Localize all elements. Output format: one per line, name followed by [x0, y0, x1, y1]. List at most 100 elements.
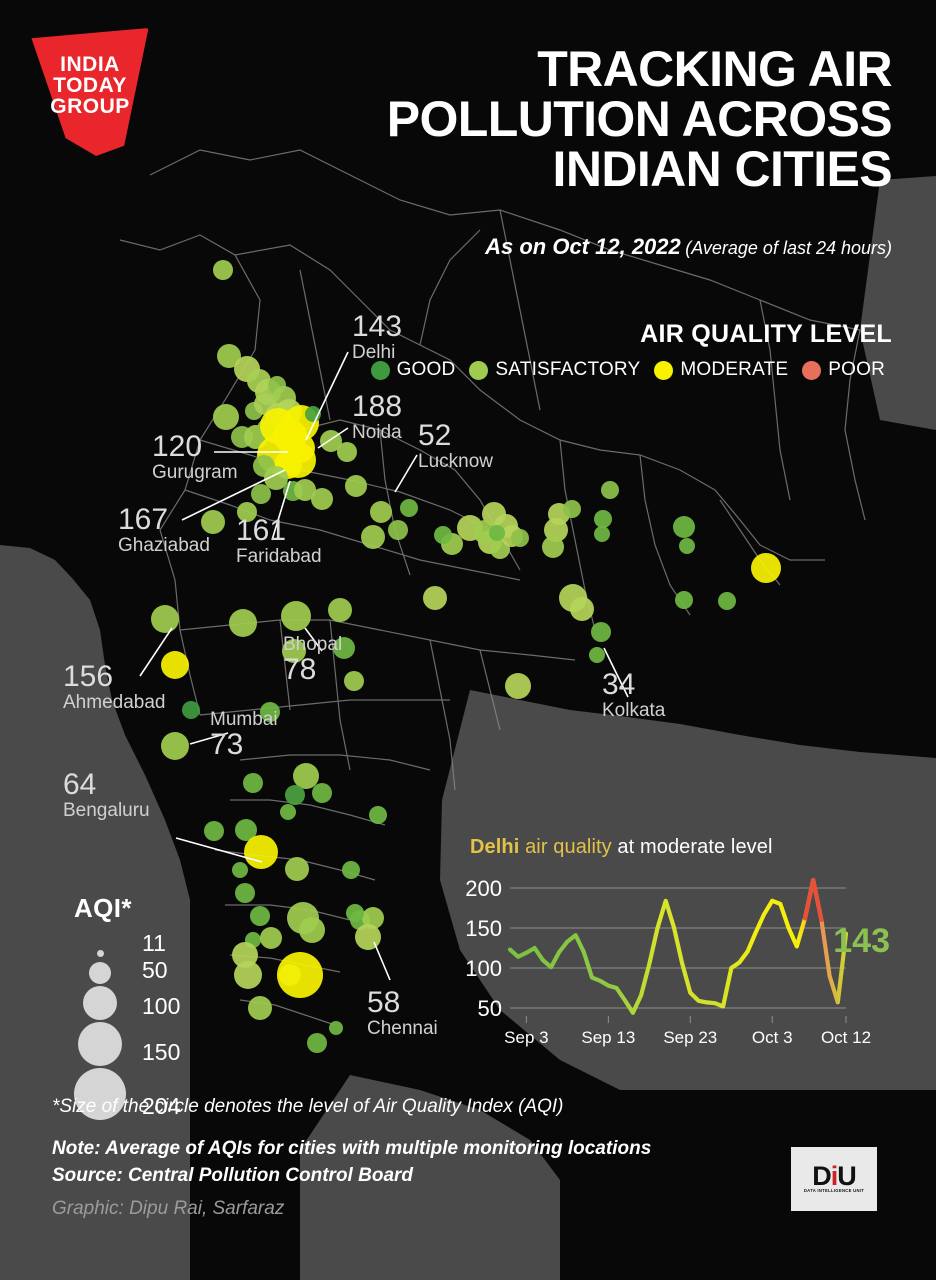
- logo-line-1: INDIA: [60, 53, 120, 76]
- aq-legend-swatch-icon: [469, 360, 489, 380]
- city-callout-gurugram: 120 Gurugram: [152, 430, 238, 484]
- city-aqi-value: 188: [352, 390, 403, 423]
- aqi-size-legend: AQI* 11 50 100 150 204: [72, 893, 180, 1122]
- aq-legend-label: SATISFACTORY: [495, 359, 641, 380]
- city-callout-lucknow: 52 Lucknow: [418, 419, 493, 473]
- map-bubble: [217, 344, 241, 368]
- map-bubble: [563, 500, 581, 518]
- map-bubble: [293, 763, 319, 789]
- callout-leader-lines: [139, 351, 629, 981]
- map-bubble: [601, 481, 619, 499]
- map-bubble: [362, 907, 384, 929]
- title-line-2: POLLUTION ACROSS: [386, 91, 893, 147]
- map-bubble: [675, 591, 693, 609]
- map-bubble: [229, 609, 257, 637]
- aqi-legend-value: 50: [142, 957, 168, 983]
- chart-title-metric: air quality: [519, 836, 612, 858]
- delhi-aqi-trend-chart: Delhi air quality at moderate level 50 10…: [458, 836, 890, 1064]
- aqi-legend-bubble-icon: [78, 1022, 122, 1066]
- map-bubble: [285, 857, 309, 881]
- aqi-legend-value: 11: [142, 930, 166, 956]
- city-aqi-value: 161: [236, 514, 287, 547]
- map-bubble: [234, 961, 262, 989]
- diu-logo-text: DiU: [812, 1161, 857, 1191]
- city-aqi-value: 52: [418, 419, 452, 452]
- map-bubble: [542, 536, 564, 558]
- city-name-label: Faridabad: [236, 546, 322, 567]
- map-bubble: [299, 917, 325, 943]
- logo-line-3: GROUP: [50, 95, 130, 118]
- map-bubble: [244, 835, 278, 869]
- aq-legend-swatch-icon: [802, 360, 822, 380]
- logo-line-2: TODAY: [53, 74, 127, 97]
- city-aqi-value: 58: [367, 986, 401, 1019]
- map-bubble: [423, 586, 447, 610]
- map-bubble: [337, 442, 357, 462]
- map-bubble: [204, 821, 224, 841]
- map-bubble: [280, 804, 296, 820]
- city-callout-bengaluru: 64 Bengaluru: [63, 768, 150, 822]
- city-callout-bhopal: Bhopal 78: [283, 634, 342, 685]
- map-bubble: [243, 773, 263, 793]
- chart-x-tick-label: Sep 3: [504, 1028, 548, 1047]
- city-aqi-value: 120: [152, 430, 203, 463]
- map-bubble: [346, 904, 364, 922]
- aq-legend-swatch-icon: [654, 360, 674, 380]
- map-bubble: [260, 702, 280, 722]
- averaging-note: (Average of last 24 hours): [685, 238, 892, 258]
- chart-title-rest: at moderate level: [611, 836, 773, 858]
- map-bubble: [329, 1021, 343, 1035]
- chart-x-tick-label: Sep 23: [663, 1028, 717, 1047]
- map-bubble: [248, 996, 272, 1020]
- map-bubble: [355, 924, 381, 950]
- map-bubble: [591, 622, 611, 642]
- diu-logo: DiU DATA INTELLIGENCE UNIT: [791, 1147, 877, 1211]
- city-callout-delhi: 143 Delhi: [352, 312, 402, 364]
- air-quality-legend: GOOD SATISFACTORY MODERATE POOR: [370, 359, 892, 381]
- map-bubble: [589, 647, 605, 663]
- map-bubble: [333, 637, 355, 659]
- map-bubble: [434, 526, 452, 544]
- city-name-label: Chennai: [367, 1018, 438, 1039]
- chart-x-tick-label: Oct 3: [752, 1028, 793, 1047]
- map-bubble: [260, 927, 282, 949]
- map-bubble: [161, 732, 189, 760]
- aqi-legend-bubble-icon: [83, 986, 117, 1020]
- footnote-source: Source: Central Pollution Control Board: [52, 1165, 414, 1186]
- map-bubble: [232, 862, 248, 878]
- aqi-legend-bubble-wrap: [72, 986, 128, 1020]
- city-aqi-value: 156: [63, 660, 114, 693]
- chart-end-value: 143: [833, 922, 890, 960]
- map-bubble: [361, 525, 385, 549]
- chart-y-tick-label: 100: [465, 956, 502, 981]
- aqi-legend-bubble-wrap: [72, 962, 128, 984]
- aq-legend-item-good: GOOD: [370, 359, 456, 381]
- city-callout-ahmedabad: 156 Ahmedabad: [63, 660, 166, 714]
- aq-legend-item-satisfactory: SATISFACTORY: [469, 359, 640, 381]
- city-name-label: Kolkata: [602, 700, 666, 721]
- city-name-label: Ahmedabad: [63, 692, 166, 713]
- india-today-group-logo: INDIA TODAY GROUP: [29, 28, 151, 156]
- aq-legend-label: POOR: [828, 359, 885, 380]
- map-bubble: [312, 783, 332, 803]
- aqi-legend-row: 150: [72, 1022, 180, 1066]
- city-name-label: Delhi: [352, 342, 396, 363]
- map-bubble: [570, 597, 594, 621]
- map-bubble: [594, 510, 612, 528]
- city-aqi-value: 64: [63, 768, 97, 801]
- chart-y-axis-labels: 50 100 150 200: [465, 876, 502, 1021]
- map-bubble: [344, 671, 364, 691]
- page-title: TRACKING AIR POLLUTION ACROSS INDIAN CIT…: [332, 44, 893, 194]
- map-bubble: [251, 484, 271, 504]
- map-bubble: [594, 526, 610, 542]
- map-bubble: [285, 785, 305, 805]
- city-name-label: Gurugram: [152, 462, 238, 483]
- air-quality-legend-title: AIR QUALITY LEVEL: [640, 320, 892, 348]
- aqi-legend-value: 100: [142, 993, 181, 1019]
- map-bubble: [489, 525, 505, 541]
- map-bubble: [161, 651, 189, 679]
- aqi-legend-bubble-wrap: [72, 950, 128, 957]
- map-bubble: [718, 592, 736, 610]
